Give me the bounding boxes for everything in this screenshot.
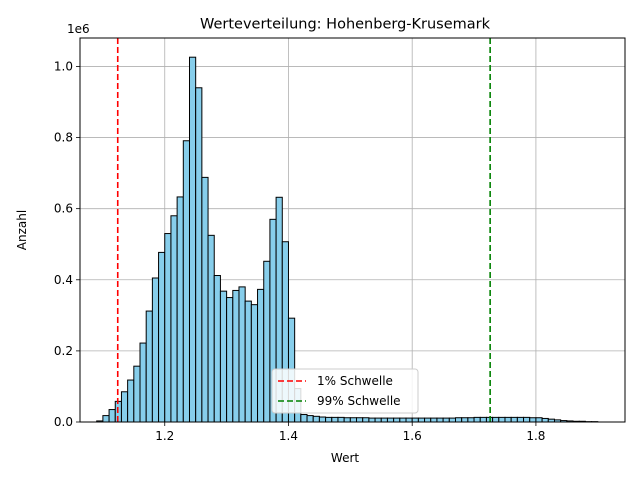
y-tick-label: 1.0: [54, 59, 73, 73]
histogram-bar: [108, 409, 116, 423]
histogram-bar: [158, 251, 166, 423]
histogram-bar: [151, 277, 160, 423]
histogram-bar: [510, 416, 518, 423]
x-axis-ticks: 1.2 1.4 1.6 1.8: [155, 422, 545, 443]
y-axis-ticks: 0.0 0.2 0.4 0.6 0.8 1.0: [54, 59, 80, 429]
plot-frame: [79, 37, 626, 423]
histogram-bar: [535, 417, 543, 423]
histogram-bar: [318, 416, 327, 423]
histogram-bar: [417, 417, 426, 423]
x-axis-label: Wert: [331, 451, 359, 465]
histogram-bar: [306, 415, 314, 423]
histogram-bar: [201, 176, 209, 423]
histogram-bar: [127, 379, 135, 423]
grid: [80, 38, 625, 423]
histogram-bar: [312, 415, 320, 423]
histogram-bar: [337, 416, 345, 423]
histogram-bar: [393, 417, 401, 423]
histogram-bar: [182, 140, 190, 423]
histogram-bar: [454, 417, 463, 423]
histogram-bar: [411, 417, 419, 423]
histogram-bar: [226, 297, 234, 423]
histogram-bar: [207, 234, 215, 423]
chart-title: Werteverteilung: Hohenberg-Krusemark: [200, 17, 491, 33]
histogram-bar: [238, 286, 246, 423]
x-tick-label: 1.8: [526, 429, 545, 443]
histogram-bar: [257, 288, 265, 423]
y-tick-label: 0.8: [54, 131, 73, 145]
histogram-bar: [492, 416, 500, 423]
histogram-bar: [263, 260, 271, 423]
histogram-bar: [479, 416, 487, 423]
histogram-bar: [523, 416, 531, 423]
histogram-bar: [164, 233, 172, 423]
legend: 1% Schwelle 99% Schwelle: [271, 368, 419, 414]
histogram-bar: [386, 417, 395, 423]
histogram-bar: [473, 416, 481, 423]
histogram-bar: [133, 365, 141, 423]
y-axis-offset-label: 1e6: [67, 22, 90, 36]
histogram-bar: [343, 417, 351, 423]
y-tick-label: 0.6: [54, 202, 73, 216]
x-tick-label: 1.4: [279, 429, 298, 443]
x-tick-label: 1.6: [403, 429, 422, 443]
histogram-bar: [250, 304, 259, 423]
histogram-bar: [219, 290, 228, 423]
legend-label-1pct: 1% Schwelle: [317, 374, 393, 388]
histogram-bar: [430, 417, 438, 423]
reference-lines: [116, 38, 491, 422]
histogram-bar: [349, 417, 358, 423]
histogram-bar: [213, 275, 221, 423]
x-tick-label: 1.2: [155, 429, 174, 443]
legend-label-99pct: 99% Schwelle: [317, 394, 401, 408]
histogram-bar: [516, 416, 525, 423]
histogram-bar: [188, 56, 197, 423]
y-tick-label: 0.2: [54, 344, 73, 358]
histogram-bar: [176, 196, 184, 423]
histogram-bar: [424, 417, 432, 423]
histogram-bar: [331, 416, 339, 423]
y-tick-label: 0.0: [54, 415, 73, 429]
histogram-bar: [368, 417, 376, 423]
histogram-bar: [467, 417, 475, 423]
histogram-bar: [232, 289, 240, 423]
histogram-bar: [244, 300, 252, 423]
histogram-bar: [102, 415, 110, 423]
histogram-bar: [448, 417, 456, 423]
histogram-bar: [405, 417, 413, 423]
histogram-bar: [399, 417, 407, 423]
y-axis-label: Anzahl: [15, 210, 29, 250]
histogram-bar: [380, 417, 388, 423]
histogram-bar: [498, 416, 506, 423]
histogram-bar: [541, 417, 549, 423]
histogram-bar: [504, 416, 512, 423]
histogram-bar: [356, 417, 364, 423]
histogram-bar: [170, 215, 178, 423]
histogram-bar: [195, 87, 203, 423]
histogram-bar: [120, 391, 129, 423]
histogram-bar: [529, 417, 537, 423]
histogram-bar: [436, 417, 444, 423]
histogram-bar: [362, 417, 370, 423]
histogram-bar: [374, 417, 382, 423]
histogram-bar: [300, 414, 308, 423]
histogram-bar: [325, 416, 333, 423]
histogram-bar: [461, 417, 469, 423]
legend-box: [271, 368, 419, 414]
histogram-bar: [139, 342, 147, 423]
histogram-bar: [442, 417, 450, 423]
y-tick-label: 0.4: [54, 273, 73, 287]
histogram-bar: [145, 310, 153, 423]
